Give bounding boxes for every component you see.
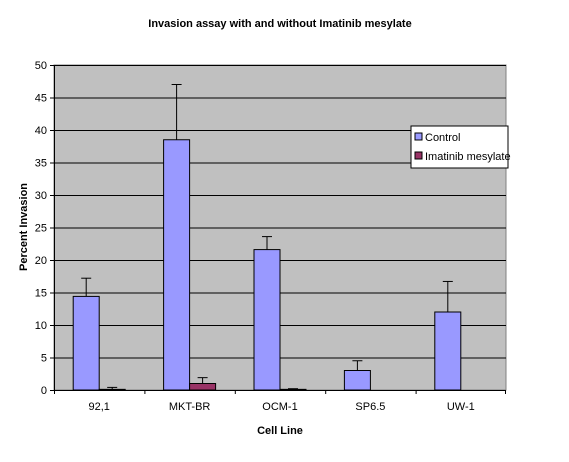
bar-imatinib xyxy=(189,383,217,391)
bar-control xyxy=(434,311,462,391)
y-tick-label: 5 xyxy=(41,353,47,365)
y-tick-label: 10 xyxy=(35,320,47,332)
x-tick-label: SP6.5 xyxy=(355,401,385,413)
y-tick-label: 45 xyxy=(35,93,47,105)
legend-swatch xyxy=(414,151,423,160)
legend-label: Imatinib mesylate xyxy=(425,151,511,163)
y-tick-label: 30 xyxy=(35,190,47,202)
bar-control xyxy=(72,295,100,391)
y-tick-label: 35 xyxy=(35,158,47,170)
y-tick-label: 0 xyxy=(41,385,47,397)
plot-area: 0 5 10 15 20 25 30 35 40 45 50 92,1 MKT-BR OCM-1 SP6.5… xyxy=(35,60,507,413)
y-tick-label: 50 xyxy=(35,60,47,72)
y-axis-title: Percent Invasion xyxy=(18,183,30,271)
legend-box xyxy=(410,125,509,169)
bar-imatinib xyxy=(279,388,307,391)
legend: Control Imatinib mesylate xyxy=(410,125,511,169)
y-tick-label: 40 xyxy=(35,125,47,137)
bar-control xyxy=(253,249,281,391)
x-tick-label: MKT-BR xyxy=(169,401,211,413)
bar-control xyxy=(343,370,371,391)
y-tick-label: 15 xyxy=(35,288,47,300)
legend-label: Control xyxy=(425,132,460,144)
legend-swatch xyxy=(414,132,423,141)
x-tick-label: 92,1 xyxy=(88,401,109,413)
x-tick-label: OCM-1 xyxy=(262,401,297,413)
y-tick-label: 25 xyxy=(35,223,47,235)
chart-title: Invasion assay with and without Imatinib… xyxy=(148,18,411,30)
bar-imatinib xyxy=(98,388,126,391)
x-axis-title: Cell Line xyxy=(257,425,303,437)
bar-control xyxy=(163,139,191,391)
y-tick-label: 20 xyxy=(35,255,47,267)
x-tick-label: UW-1 xyxy=(447,401,475,413)
